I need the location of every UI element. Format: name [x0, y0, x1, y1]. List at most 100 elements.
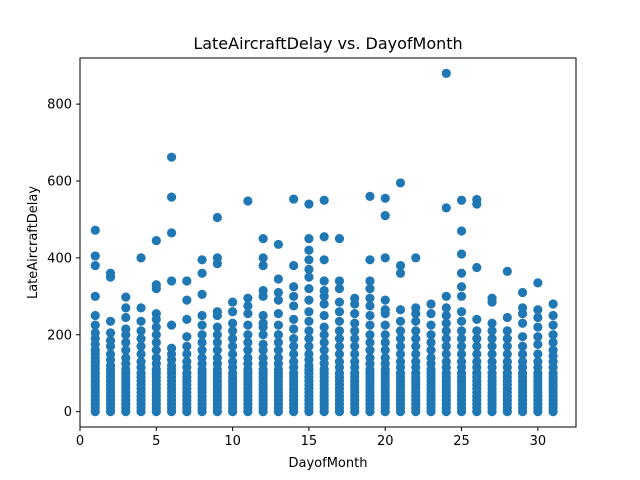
data-point — [258, 285, 268, 296]
data-point — [441, 318, 451, 328]
x-axis-label: DayofMonth — [289, 456, 368, 471]
data-point — [212, 307, 222, 317]
data-point — [289, 194, 299, 204]
data-point — [334, 326, 345, 336]
data-point — [502, 312, 512, 323]
data-point — [502, 333, 512, 344]
data-point — [502, 349, 512, 359]
data-point — [228, 318, 238, 328]
data-point — [456, 268, 467, 278]
data-point — [334, 349, 345, 359]
data-point — [197, 310, 207, 321]
data-point — [395, 349, 406, 359]
x-tick-label: 20 — [377, 434, 394, 449]
data-point — [212, 345, 222, 355]
data-point — [197, 330, 207, 340]
data-point — [456, 307, 467, 317]
data-point — [273, 320, 283, 330]
data-point — [411, 349, 421, 359]
data-point — [182, 357, 192, 367]
data-point — [380, 345, 390, 355]
data-point — [319, 330, 329, 340]
data-point — [258, 330, 268, 340]
data-point — [487, 341, 497, 351]
y-tick-label: 200 — [47, 328, 72, 343]
data-point — [289, 260, 299, 271]
data-point — [273, 337, 283, 348]
data-point — [548, 345, 558, 355]
data-point — [273, 309, 283, 319]
data-point — [441, 341, 451, 351]
data-point — [151, 235, 161, 246]
data-point — [350, 309, 360, 319]
data-point — [319, 276, 329, 286]
data-point — [273, 274, 283, 284]
data-point — [517, 287, 528, 298]
scatter-points — [90, 68, 558, 417]
data-point — [243, 309, 253, 319]
data-point — [289, 301, 299, 311]
data-point — [304, 316, 314, 326]
data-point — [334, 341, 345, 351]
data-point — [151, 337, 161, 348]
data-point — [441, 333, 451, 344]
data-point — [121, 303, 131, 313]
data-point — [517, 349, 528, 359]
data-point — [533, 339, 543, 349]
data-point — [105, 268, 116, 278]
data-point — [441, 310, 451, 321]
data-point — [533, 349, 543, 359]
data-point — [304, 272, 314, 282]
data-point — [258, 234, 268, 244]
data-point — [411, 326, 421, 336]
data-point — [182, 314, 192, 324]
data-point — [533, 305, 543, 315]
data-point — [273, 353, 283, 363]
data-point — [197, 289, 207, 299]
data-point — [456, 282, 467, 292]
data-point — [273, 239, 283, 250]
data-point — [304, 307, 314, 317]
x-tick-label: 30 — [530, 434, 547, 449]
data-point — [151, 280, 161, 290]
data-point — [258, 253, 268, 263]
data-point — [411, 253, 421, 263]
data-point — [365, 293, 375, 303]
data-point — [334, 307, 345, 317]
y-tick-label: 0 — [64, 405, 72, 420]
data-point — [502, 266, 512, 276]
data-point — [243, 337, 253, 348]
data-point — [212, 212, 222, 223]
data-point — [487, 357, 497, 367]
data-point — [182, 341, 192, 351]
data-point — [334, 316, 345, 326]
data-point — [426, 309, 436, 319]
y-axis: 0 200 400 600 800 — [47, 98, 80, 420]
data-point — [304, 333, 314, 344]
data-point — [258, 260, 268, 271]
data-point — [365, 353, 375, 363]
data-point — [319, 232, 329, 242]
data-point — [258, 310, 268, 321]
data-point — [228, 333, 238, 344]
data-point — [441, 349, 451, 359]
data-point — [182, 295, 192, 305]
data-point — [319, 337, 329, 348]
data-point — [228, 341, 238, 351]
data-point — [334, 276, 345, 286]
data-point — [426, 320, 436, 330]
data-point — [136, 357, 146, 367]
data-point — [243, 293, 253, 303]
data-point — [243, 330, 253, 340]
data-point — [90, 320, 100, 330]
data-point — [319, 255, 329, 265]
x-tick-label: 15 — [301, 434, 318, 449]
data-point — [289, 333, 299, 344]
data-point — [151, 322, 161, 332]
data-point — [533, 312, 543, 323]
data-point — [533, 322, 543, 332]
data-point — [258, 339, 268, 349]
data-point — [289, 314, 299, 324]
data-point — [228, 357, 238, 367]
